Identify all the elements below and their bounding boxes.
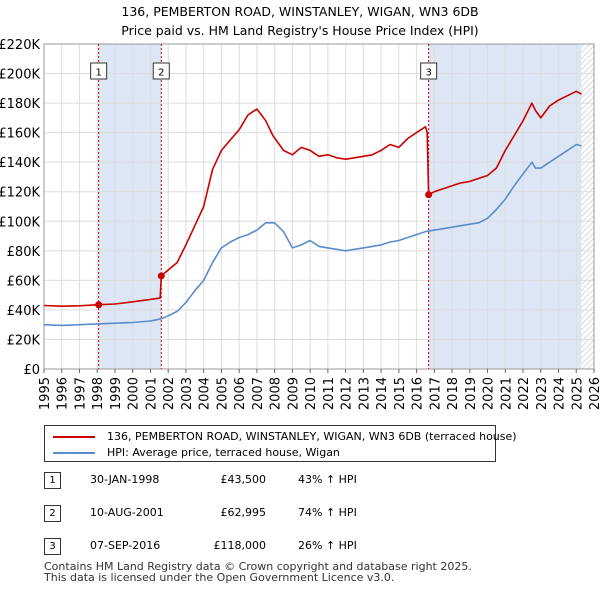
sale-point [157, 272, 165, 280]
sale-number-badge: 1 [44, 472, 61, 489]
x-tick-label: 2009 [286, 377, 301, 410]
x-tick-label: 2020 [482, 377, 497, 410]
x-tick-label: 2014 [375, 377, 390, 410]
sale-marker-label: 2 [158, 68, 164, 79]
sale-marker-label: 3 [425, 68, 431, 79]
sale-row: 3 07-SEP-2016 £118,000 26% ↑ HPI [44, 538, 464, 558]
y-tick-label: £180K [0, 97, 40, 112]
legend-item-hpi: HPI: Average price, terraced house, Wiga… [53, 445, 340, 461]
sale-point [425, 191, 433, 199]
sale-date: 10-AUG-2001 [90, 506, 164, 519]
sale-marker-label: 1 [95, 68, 101, 79]
legend-label-property: 136, PEMBERTON ROAD, WINSTANLEY, WIGAN, … [107, 430, 517, 443]
y-tick-label: £100K [0, 215, 40, 230]
y-tick-label: £60K [7, 274, 41, 289]
x-tick-label: 2001 [144, 377, 159, 410]
plot-area [43, 43, 595, 370]
sale-marker-box [420, 62, 438, 80]
x-tick-label: 2003 [180, 377, 195, 410]
sale-price: £118,000 [213, 539, 267, 552]
y-tick-label: £120K [0, 186, 40, 201]
chart-legend: 136, PEMBERTON ROAD, WINSTANLEY, WIGAN, … [44, 425, 517, 462]
sale-hpi-change: 26% ↑ HPI [298, 539, 357, 552]
sale-hpi-change: 74% ↑ HPI [298, 506, 357, 519]
hatched-region [581, 44, 594, 369]
x-tick-label: 2008 [269, 377, 284, 410]
property-price-line [43, 90, 582, 308]
legend-swatch-property [53, 436, 95, 438]
x-tick-label: 2012 [340, 377, 355, 410]
sale-marker-box [152, 62, 170, 80]
sale-hpi-change: 43% ↑ HPI [298, 473, 357, 486]
x-tick-label: 2015 [393, 377, 408, 410]
x-tick-label: 2025 [570, 377, 585, 410]
y-tick-label: £20K [7, 333, 41, 348]
sale-price: £43,500 [220, 473, 267, 486]
chart-title-line2: Price paid vs. HM Land Registry's House … [121, 23, 479, 38]
x-tick-label: 1997 [73, 377, 88, 410]
x-tick-label: 2000 [127, 377, 142, 410]
x-tick-label: 2016 [411, 377, 426, 410]
y-tick-label: £160K [0, 127, 40, 142]
sale-point [95, 301, 103, 309]
x-tick-label: 1998 [91, 377, 106, 410]
x-tick-label: 2005 [215, 377, 230, 410]
chart-title-line1: 136, PEMBERTON ROAD, WINSTANLEY, WIGAN, … [121, 4, 479, 19]
sale-marker-box [90, 62, 108, 80]
price-chart: 1 2 3 £0 £20K £40K £60K £80K £100K £120K £140K £16… [0, 38, 600, 410]
x-tick-label: 2006 [233, 377, 248, 410]
legend-swatch-hpi [53, 452, 95, 454]
hpi-line [43, 143, 582, 327]
footer-line2: This data is licensed under the Open Gov… [44, 571, 395, 584]
legend-item-property: 136, PEMBERTON ROAD, WINSTANLEY, WIGAN, … [53, 429, 517, 445]
y-tick-label: £140K [0, 156, 40, 171]
x-tick-label: 2004 [198, 377, 213, 410]
sale-number-badge: 3 [44, 538, 61, 555]
x-tick-label: 2002 [162, 377, 177, 410]
x-tick-label: 2021 [499, 377, 514, 410]
x-tick-label: 2010 [304, 377, 319, 410]
y-tick-label: £220K [0, 38, 40, 53]
footer-note: Contains HM Land Registry data © Crown c… [44, 561, 472, 583]
x-tick-label: 1999 [109, 377, 124, 410]
y-tick-label: £40K [7, 304, 41, 319]
x-tick-label: 2019 [464, 377, 479, 410]
sale-date: 07-SEP-2016 [90, 539, 161, 552]
x-tick-label: 2013 [357, 377, 372, 410]
x-tick-label: 1996 [56, 377, 71, 410]
x-tick-label: 2026 [588, 377, 600, 410]
x-tick-label: 2017 [428, 377, 443, 410]
sale-number-badge: 2 [44, 505, 61, 522]
y-tick-label: £80K [7, 245, 41, 260]
x-tick-label: 2018 [446, 377, 461, 410]
y-tick-label: £200K [0, 68, 40, 83]
sale-price: £62,995 [220, 506, 267, 519]
x-tick-label: 2022 [517, 377, 532, 410]
legend-label-hpi: HPI: Average price, terraced house, Wiga… [107, 446, 340, 459]
x-tick-label: 2007 [251, 377, 266, 410]
sale-date: 30-JAN-1998 [90, 473, 160, 486]
sale-row: 2 10-AUG-2001 £62,995 74% ↑ HPI [44, 505, 464, 525]
chart-title: 136, PEMBERTON ROAD, WINSTANLEY, WIGAN, … [0, 2, 600, 40]
x-tick-label: 1995 [38, 377, 53, 410]
y-tick-label: £0 [23, 363, 40, 378]
sale-row: 1 30-JAN-1998 £43,500 43% ↑ HPI [44, 472, 464, 492]
x-tick-label: 2011 [322, 377, 337, 410]
x-tick-label: 2024 [553, 377, 568, 410]
x-tick-label: 2023 [535, 377, 550, 410]
footer-line1: Contains HM Land Registry data © Crown c… [44, 560, 472, 573]
